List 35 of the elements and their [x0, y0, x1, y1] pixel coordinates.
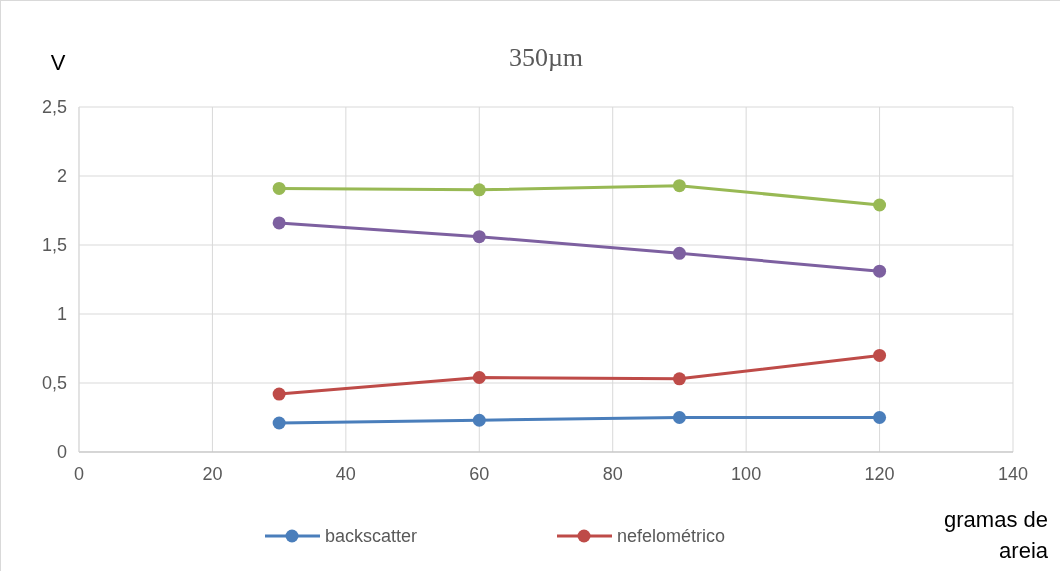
legend-label: backscatter [325, 526, 418, 547]
y-axis-title: V [50, 50, 66, 75]
y-tick-label: 0,5 [41, 373, 67, 394]
y-tick-label: 1,5 [41, 235, 67, 256]
point [672, 179, 686, 193]
chart-title: 350µm [508, 43, 584, 72]
point [672, 411, 686, 424]
x-tick-label: 100 [731, 464, 762, 484]
x-tick-label: 80 [602, 464, 623, 484]
point [472, 183, 486, 197]
point [873, 198, 887, 212]
point [272, 416, 286, 430]
x-tick-label: 40 [335, 464, 356, 484]
point [672, 372, 686, 386]
point [873, 348, 887, 362]
legend-label: nefelométrico [617, 526, 726, 547]
point [472, 230, 486, 244]
x-axis-title: gramas de areia [944, 507, 1049, 563]
point [873, 411, 887, 424]
point [472, 413, 486, 427]
point [272, 181, 286, 195]
x-tick-label: 20 [202, 464, 223, 484]
point [272, 216, 286, 230]
x-tick-label: 60 [469, 464, 490, 484]
x-tick-label: 140 [997, 464, 1029, 484]
y-tick-label: 0 [56, 442, 67, 463]
point [472, 370, 486, 384]
point [873, 264, 887, 278]
y-tick-label: 1 [56, 304, 67, 325]
y-tick-label: 2,5 [41, 97, 67, 118]
x-tick-label: 0 [73, 464, 85, 484]
x-tick-label: 120 [864, 464, 895, 484]
point [672, 246, 686, 260]
point [272, 387, 286, 401]
y-tick-label: 2 [56, 166, 67, 187]
